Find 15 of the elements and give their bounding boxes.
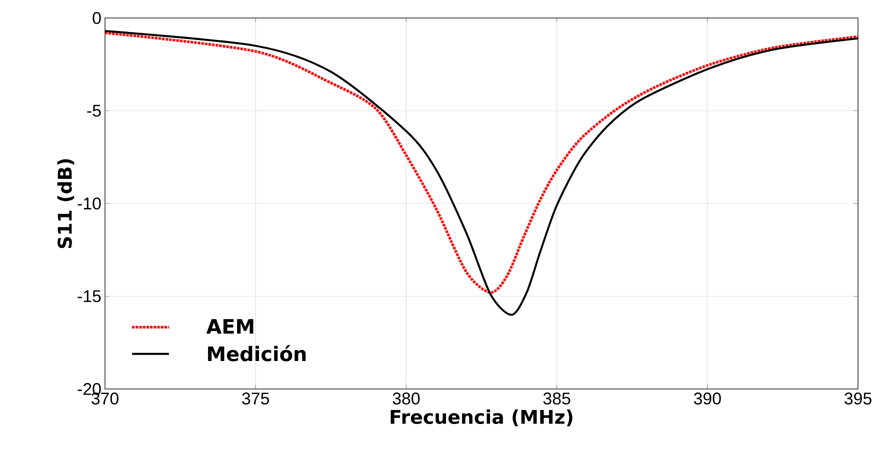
x-tick-label: 375 xyxy=(242,392,270,405)
y-tick-label: -5 xyxy=(87,104,101,117)
y-tick-label: -10 xyxy=(78,198,101,210)
x-tick-label: 395 xyxy=(844,392,872,405)
x-axis-title: Frecuencia (MHz) xyxy=(390,409,572,426)
legend-label: AEM xyxy=(206,319,254,334)
y-tick-label: 0 xyxy=(92,12,101,24)
x-tick-label: 385 xyxy=(543,392,570,405)
x-tick-label: 370 xyxy=(92,392,118,405)
x-tick-label: 380 xyxy=(392,392,420,405)
y-tick-label: -15 xyxy=(78,290,101,302)
y-tick-label: -20 xyxy=(78,383,101,395)
legend-label: Medición xyxy=(208,345,306,362)
x-tick-label: 390 xyxy=(694,392,721,405)
y-axis-title: S11 (dB) xyxy=(57,159,74,248)
